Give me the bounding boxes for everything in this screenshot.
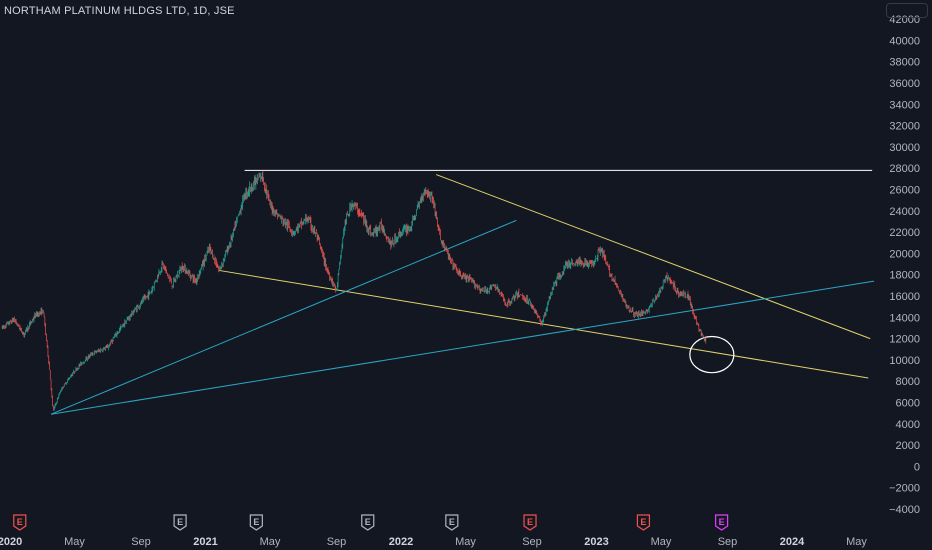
earnings-badge-shape — [523, 514, 537, 531]
price-axis[interactable]: 4200040000380003600034000320003000028000… — [889, 14, 920, 516]
trend-line[interactable] — [50, 280, 875, 415]
earnings-event-marker[interactable]: E — [249, 514, 263, 531]
earnings-badge-shape — [173, 514, 187, 531]
time-tick-label: Sep — [718, 536, 738, 548]
time-tick-label: May — [64, 536, 85, 548]
price-tick-label: 24000 — [889, 206, 920, 218]
time-tick-label: Sep — [327, 536, 347, 548]
price-tick-label: 36000 — [889, 78, 920, 90]
price-tick-label: 40000 — [889, 35, 920, 47]
time-tick-label: 2023 — [584, 536, 608, 548]
highlight-ellipse[interactable] — [689, 335, 735, 374]
earnings-badge-label: E — [365, 517, 371, 527]
earnings-event-marker[interactable]: E — [636, 514, 651, 531]
earnings-badge-label: E — [719, 517, 725, 527]
price-tick-label: 12000 — [889, 334, 920, 346]
earnings-badge-shape — [249, 514, 263, 531]
earnings-event-marker[interactable]: E — [173, 514, 187, 531]
price-tick-label: 16000 — [889, 291, 920, 303]
time-tick-label: Sep — [522, 536, 542, 548]
price-tick-label: 18000 — [889, 270, 920, 282]
drawing-layer — [50, 169, 875, 415]
time-tick-label: May — [846, 536, 867, 548]
price-tick-label: 32000 — [889, 121, 920, 133]
earnings-badge-shape — [13, 514, 27, 531]
earnings-badge-label: E — [177, 517, 183, 527]
price-tick-label: 26000 — [889, 185, 920, 197]
price-tick-label: 14000 — [889, 312, 920, 324]
earnings-badge-label: E — [640, 517, 646, 527]
time-tick-label: May — [455, 536, 476, 548]
price-tick-label: −4000 — [889, 504, 920, 516]
earnings-badge-label: E — [17, 517, 23, 527]
earnings-badge-shape — [361, 514, 375, 531]
time-tick-label: Sep — [131, 536, 151, 548]
price-tick-label: 6000 — [896, 398, 920, 410]
time-tick-label: May — [260, 536, 281, 548]
price-tick-label: 28000 — [889, 163, 920, 175]
time-tick-label: May — [651, 536, 672, 548]
earnings-event-marker[interactable]: E — [361, 514, 375, 531]
price-tick-label: 0 — [914, 461, 920, 473]
earnings-event-marker[interactable]: E — [13, 514, 27, 531]
symbol-title: NORTHAM PLATINUM HLDGS LTD, 1D, JSE — [4, 5, 235, 17]
trend-line[interactable] — [50, 219, 517, 415]
earnings-badge-label: E — [527, 517, 533, 527]
price-tick-label: 4000 — [896, 419, 920, 431]
price-tick-label: 38000 — [889, 57, 920, 69]
price-tick-label: −2000 — [889, 483, 920, 495]
time-tick-label: 2021 — [193, 536, 217, 548]
price-tick-label: 8000 — [896, 376, 920, 388]
candles-layer — [1, 170, 707, 411]
price-tick-label: 10000 — [889, 355, 920, 367]
earnings-badge-shape — [715, 514, 729, 531]
price-tick-label: 34000 — [889, 99, 920, 111]
price-axis-settings-button[interactable] — [886, 3, 928, 18]
time-axis[interactable]: 2020 May Sep 2021 May Sep 2022 May Sep 2023 May Sep… — [0, 536, 867, 548]
price-tick-label: 2000 — [896, 440, 920, 452]
price-tick-label: 20000 — [889, 248, 920, 260]
time-tick-label: 2020 — [0, 536, 22, 548]
trend-line[interactable] — [436, 174, 871, 340]
earnings-badge-shape — [445, 514, 459, 531]
time-tick-label: 2024 — [780, 536, 805, 548]
earnings-badge-label: E — [253, 517, 259, 527]
trend-line[interactable] — [219, 269, 869, 379]
earnings-event-marker[interactable]: E — [523, 514, 537, 531]
earnings-badge-shape — [636, 514, 651, 531]
price-tick-label: 30000 — [889, 142, 920, 154]
price-tick-label: 22000 — [889, 227, 920, 239]
time-tick-label: 2022 — [389, 536, 413, 548]
earnings-event-marker[interactable]: E — [715, 514, 729, 531]
earnings-badge-label: E — [449, 517, 455, 527]
earnings-event-marker[interactable]: E — [445, 514, 459, 531]
